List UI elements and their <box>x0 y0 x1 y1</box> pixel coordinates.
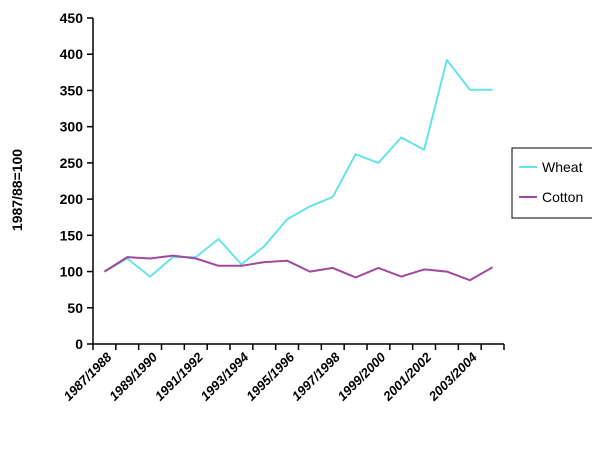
x-tick-label: 2001/2002 <box>379 349 434 404</box>
legend-box <box>511 147 592 219</box>
y-tick-label: 100 <box>60 264 84 280</box>
x-tick-label: 1991/1992 <box>152 349 207 404</box>
y-axis: 0 50 100 150 200 250 300 350 400 450 <box>60 10 94 352</box>
y-tick-label: 150 <box>60 227 84 243</box>
y-tick-label: 450 <box>60 10 84 26</box>
x-tick-label: 1999/2000 <box>334 349 389 404</box>
y-tick-label: 0 <box>75 336 83 352</box>
series-line-wheat <box>103 59 493 278</box>
x-tick-label: 1997/1998 <box>289 349 344 404</box>
legend: Wheat Cotton <box>511 147 592 219</box>
x-tick-label: 1989/1990 <box>106 349 161 404</box>
legend-label-wheat: Wheat <box>542 159 583 175</box>
y-tick-label: 200 <box>60 191 84 207</box>
y-axis-label: 1987/88=100 <box>9 149 25 231</box>
y-tick-label: 400 <box>60 46 84 62</box>
y-tick-label: 250 <box>60 155 84 171</box>
x-tick-label: 2003/2004 <box>425 349 480 404</box>
y-tick-label: 50 <box>67 300 83 316</box>
x-axis: 1987/19881989/19901991/19921993/19941995… <box>60 343 505 404</box>
x-tick-label: 1993/1994 <box>197 349 252 404</box>
y-tick-label: 350 <box>60 82 84 98</box>
series-layer <box>103 59 494 282</box>
y-tick-label: 300 <box>60 119 84 135</box>
x-tick-label: 1995/1996 <box>243 349 298 404</box>
x-tick-label: 1987/1988 <box>60 349 115 404</box>
legend-label-cotton: Cotton <box>542 189 583 205</box>
series-line-cotton <box>103 254 494 282</box>
